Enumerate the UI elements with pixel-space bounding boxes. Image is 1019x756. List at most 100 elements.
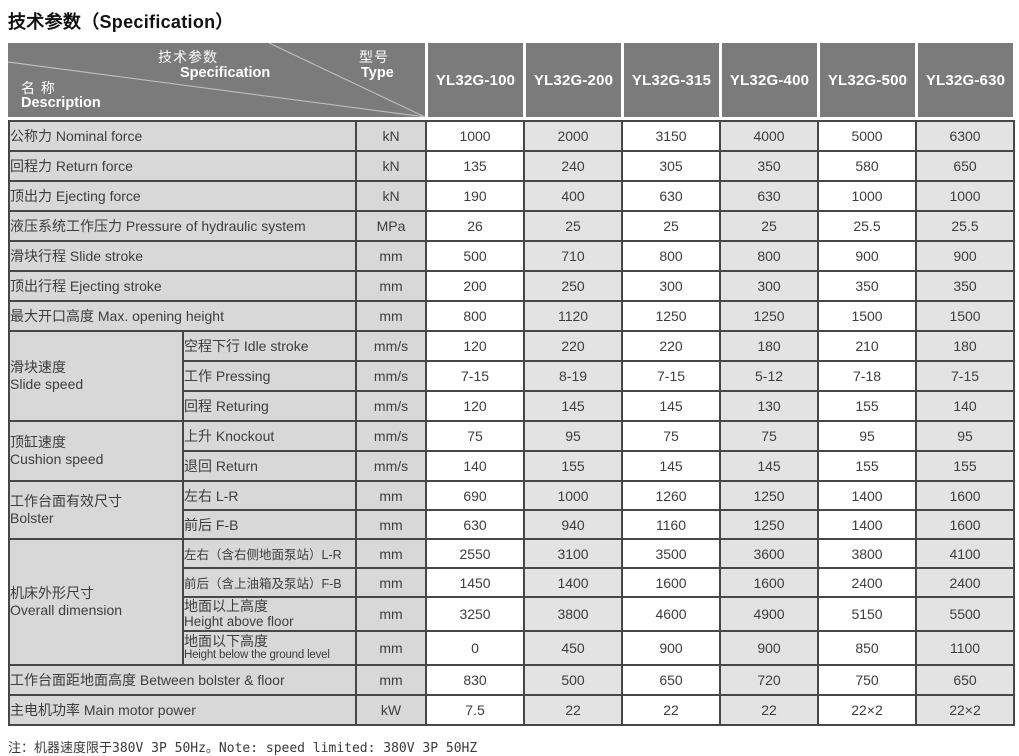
diagonal-header-cell: 技术参数 Specification 名 称 Description 型号 Ty… bbox=[8, 43, 425, 117]
unit-cell: MPa bbox=[355, 210, 428, 242]
model-header: YL32G-200 bbox=[523, 43, 621, 117]
group-label: 机床外形尺寸 Overall dimension bbox=[8, 538, 184, 666]
value-cell: 25 bbox=[523, 210, 624, 242]
unit-cell: mm/s bbox=[355, 390, 428, 422]
value-cell: 22 bbox=[719, 694, 820, 726]
value-cell: 350 bbox=[817, 270, 918, 302]
value-cell: 650 bbox=[621, 664, 722, 696]
value-cell: 25.5 bbox=[817, 210, 918, 242]
value-cell: 940 bbox=[523, 509, 624, 540]
sub-label: 左右（含右侧地面泵站）L-R bbox=[181, 538, 358, 569]
value-cell: 2400 bbox=[817, 567, 918, 598]
sub-label: 空程下行 Idle stroke bbox=[181, 330, 358, 362]
table-row: 工作台面有效尺寸 Bolster 左右 L-R mm 690 1000 1260… bbox=[8, 480, 1016, 540]
group-label: 顶缸速度 Cushion speed bbox=[8, 420, 184, 482]
table-row: 滑块速度 Slide speed 空程下行 Idle stroke mm/s 1… bbox=[8, 330, 1016, 422]
value-cell: 2550 bbox=[425, 538, 526, 569]
value-cell: 120 bbox=[425, 330, 526, 362]
group-label-en: Slide speed bbox=[10, 376, 84, 392]
value-cell: 720 bbox=[719, 664, 820, 696]
model-header: YL32G-400 bbox=[719, 43, 817, 117]
value-cell: 650 bbox=[915, 664, 1016, 696]
value-cell: 95 bbox=[523, 420, 624, 452]
sub-label: 回程 Returing bbox=[181, 390, 358, 422]
table-row: 滑块行程 Slide stroke mm 500 710 800 800 900… bbox=[7, 240, 1016, 272]
row-label: 回程力 Return force bbox=[7, 150, 358, 182]
group-label-en: Overall dimension bbox=[10, 602, 123, 618]
table-row: 主电机功率 Main motor power kW 7.5 22 22 22 2… bbox=[7, 694, 1016, 726]
value-cell: 1400 bbox=[523, 567, 624, 598]
unit-cell: mm/s bbox=[355, 360, 428, 392]
table-row: 顶出力 Ejecting force kN 190 400 630 630 10… bbox=[7, 180, 1016, 212]
header-spec-en: Specification bbox=[180, 65, 271, 81]
sub-label: 地面以上高度 Height above floor bbox=[181, 596, 358, 632]
value-cell: 1160 bbox=[621, 509, 722, 540]
value-cell: 580 bbox=[817, 150, 918, 182]
group-label-zh: 滑块速度 bbox=[10, 358, 66, 375]
value-cell: 1000 bbox=[817, 180, 918, 212]
sub-label: 前后（含上油箱及泵站）F-B bbox=[181, 567, 358, 598]
group-label-en: Cushion speed bbox=[10, 451, 104, 467]
value-cell: 690 bbox=[425, 480, 526, 511]
group-label-zh: 机床外形尺寸 bbox=[10, 584, 94, 601]
value-cell: 5-12 bbox=[719, 360, 820, 392]
table-row: 公称力 Nominal force kN 1000 2000 3150 4000… bbox=[7, 120, 1016, 152]
value-cell: 1000 bbox=[915, 180, 1016, 212]
sub-label-zh: 地面以上高度 bbox=[184, 597, 268, 614]
table-row: 退回 Return mm/s 140 155 145 145 155 155 bbox=[9, 450, 1016, 482]
value-cell: 1250 bbox=[719, 509, 820, 540]
value-cell: 350 bbox=[719, 150, 820, 182]
value-cell: 500 bbox=[523, 664, 624, 696]
value-cell: 130 bbox=[719, 390, 820, 422]
value-cell: 3150 bbox=[621, 120, 722, 152]
row-label: 液压系统工作压力 Pressure of hydraulic system bbox=[7, 210, 358, 242]
value-cell: 1000 bbox=[425, 120, 526, 152]
table-row: 顶缸速度 Cushion speed 上升 Knockout mm/s 75 9… bbox=[8, 420, 1016, 482]
value-cell: 120 bbox=[425, 390, 526, 422]
value-cell: 7-15 bbox=[621, 360, 722, 392]
value-cell: 3600 bbox=[719, 538, 820, 569]
value-cell: 1250 bbox=[621, 300, 722, 332]
value-cell: 180 bbox=[719, 330, 820, 362]
value-cell: 75 bbox=[621, 420, 722, 452]
value-cell: 1000 bbox=[523, 480, 624, 511]
value-cell: 2000 bbox=[523, 120, 624, 152]
value-cell: 450 bbox=[523, 630, 624, 666]
value-cell: 22 bbox=[621, 694, 722, 726]
spec-table: 公称力 Nominal force kN 1000 2000 3150 4000… bbox=[7, 120, 1016, 726]
value-cell: 180 bbox=[915, 330, 1016, 362]
unit-cell: mm bbox=[355, 240, 428, 272]
value-cell: 1600 bbox=[915, 509, 1016, 540]
table-row: 工作 Pressing mm/s 7-15 8-19 7-15 5-12 7-1… bbox=[9, 360, 1016, 392]
group-label-en: Bolster bbox=[10, 510, 54, 526]
value-cell: 1260 bbox=[621, 480, 722, 511]
sub-label-en: Height above floor bbox=[184, 614, 294, 630]
value-cell: 220 bbox=[621, 330, 722, 362]
diagonal-lines-icon bbox=[8, 43, 425, 117]
page-title: 技术参数（Specification） bbox=[8, 12, 234, 32]
value-cell: 850 bbox=[817, 630, 918, 666]
value-cell: 5150 bbox=[817, 596, 918, 632]
value-cell: 26 bbox=[425, 210, 526, 242]
unit-cell: mm bbox=[355, 480, 428, 511]
unit-cell: kN bbox=[355, 150, 428, 182]
value-cell: 25.5 bbox=[915, 210, 1016, 242]
value-cell: 7-15 bbox=[425, 360, 526, 392]
row-label: 公称力 Nominal force bbox=[7, 120, 358, 152]
unit-cell: mm/s bbox=[355, 420, 428, 452]
table-row: 回程 Returing mm/s 120 145 145 130 155 140 bbox=[9, 390, 1016, 422]
header-spec-zh: 技术参数 bbox=[158, 49, 218, 65]
unit-cell: mm bbox=[355, 509, 428, 540]
value-cell: 25 bbox=[719, 210, 820, 242]
value-cell: 710 bbox=[523, 240, 624, 272]
sub-label: 工作 Pressing bbox=[181, 360, 358, 392]
value-cell: 75 bbox=[425, 420, 526, 452]
value-cell: 7.5 bbox=[425, 694, 526, 726]
value-cell: 1400 bbox=[817, 509, 918, 540]
value-cell: 1450 bbox=[425, 567, 526, 598]
value-cell: 630 bbox=[719, 180, 820, 212]
value-cell: 750 bbox=[817, 664, 918, 696]
header-name-zh: 名 称 bbox=[21, 80, 56, 96]
value-cell: 305 bbox=[621, 150, 722, 182]
sub-label: 退回 Return bbox=[181, 450, 358, 482]
